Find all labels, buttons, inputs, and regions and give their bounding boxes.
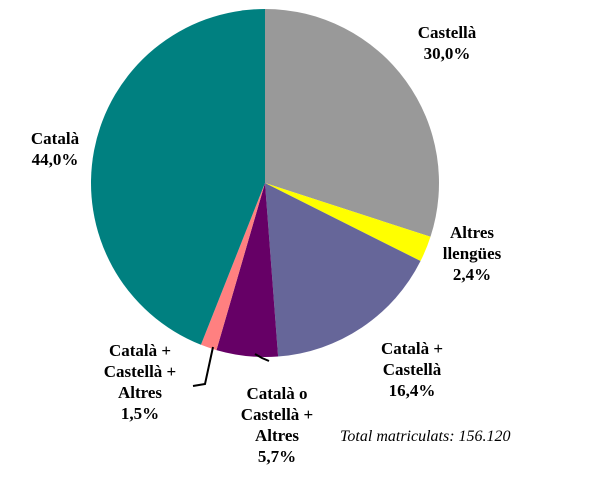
pie-slice bbox=[216, 183, 279, 358]
slice-label: Català o Castellà + Altres 5,7% bbox=[227, 383, 327, 467]
category-label: Català bbox=[30, 129, 80, 148]
category-label: Català o Castellà + Altres bbox=[240, 384, 314, 445]
annotation: Total matriculats: 156.120 bbox=[340, 428, 511, 445]
value-label: 44,0% bbox=[31, 150, 79, 169]
slice-label: Català 44,0% bbox=[5, 128, 105, 170]
slice-label: Català + Castellà 16,4% bbox=[362, 338, 462, 401]
leader-line bbox=[192, 346, 214, 387]
value-label: 2,4% bbox=[452, 265, 492, 284]
slice-label: Altres llengües 2,4% bbox=[422, 222, 522, 285]
value-label: 1,5% bbox=[120, 404, 160, 423]
category-label: Català + Castellà + Altres bbox=[103, 341, 177, 402]
value-label: 30,0% bbox=[423, 44, 471, 63]
category-label: Castellà bbox=[417, 23, 477, 42]
category-label: Altres llengües bbox=[442, 223, 502, 263]
value-label: 5,7% bbox=[257, 447, 297, 466]
pie-slice bbox=[265, 183, 431, 262]
slice-label: Castellà 30,0% bbox=[397, 22, 497, 64]
pie-slice bbox=[265, 9, 439, 237]
pie-slice bbox=[265, 183, 421, 357]
pie-slice bbox=[91, 9, 265, 345]
slice-label: Català + Castellà + Altres 1,5% bbox=[90, 340, 190, 424]
pie-slice bbox=[200, 183, 265, 351]
value-label: 16,4% bbox=[388, 381, 436, 400]
category-label: Català + Castellà bbox=[380, 339, 444, 379]
leader-line bbox=[254, 353, 270, 362]
